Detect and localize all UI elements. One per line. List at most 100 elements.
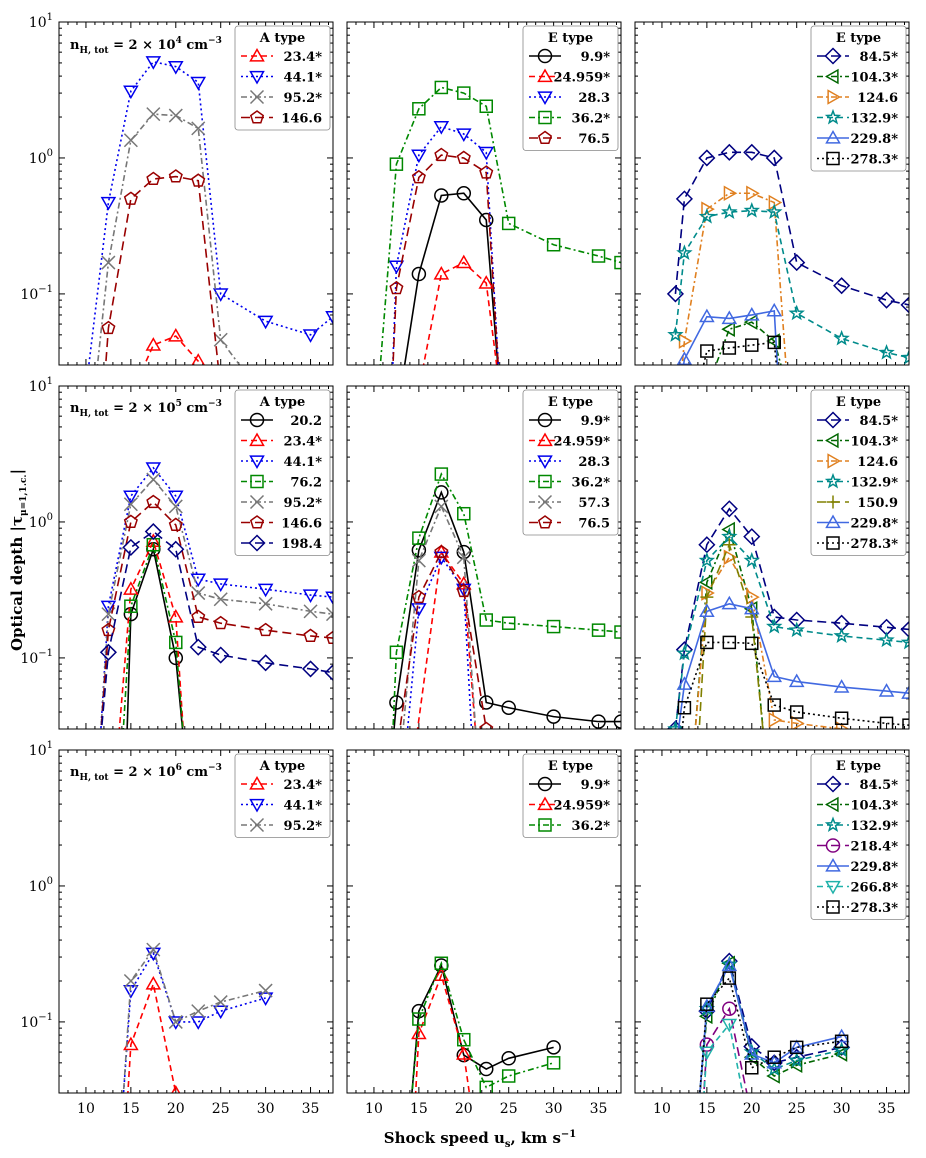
series-146-6-point [168, 517, 183, 531]
series-124-6-point [768, 712, 783, 728]
series-95-2-point [146, 107, 161, 122]
legend-label: 229.8* [850, 860, 898, 875]
legend-label: 76.2 [290, 476, 322, 491]
series-group [389, 467, 621, 729]
series-44-1-point [212, 1005, 229, 1020]
panel-r2-c1: 10−1 100 101 A type 20.2 23.4* 44.1* 76.2 95.2* 1… [20, 376, 334, 730]
legend-label: 104.3* [850, 435, 898, 450]
series-95-2-point [168, 499, 183, 514]
series-36-2-point [546, 237, 561, 252]
series-95-2-point [325, 607, 333, 622]
legend-marker [826, 495, 840, 509]
series-132-9-point [676, 644, 693, 661]
legend: A type 23.4* 44.1* 95.2* [234, 753, 331, 838]
series-group [88, 56, 333, 365]
series-9-9-point [591, 714, 606, 729]
legend-label: 20.2 [290, 414, 322, 429]
series-36-2-point [412, 1012, 426, 1026]
series-23-4-point [145, 337, 162, 351]
series-28-3-point [478, 146, 495, 161]
series-36-2-point [546, 1056, 561, 1070]
series-28-3-line [406, 555, 473, 729]
legend-box [810, 753, 907, 920]
legend-label: 76.5 [578, 517, 610, 532]
legend-label: 84.5* [860, 778, 899, 793]
panels-group: 10−1 100 101 A type 23.4* 44.1* 95.2* 146.6 E ty… [20, 12, 910, 1117]
legend-marker [249, 432, 265, 447]
series-229-8-point [788, 673, 805, 688]
series-76-5-point [479, 165, 494, 179]
x-tick-label: 20 [167, 1101, 185, 1117]
legend-label: 104.3* [850, 799, 898, 814]
series-95-2-point [213, 332, 228, 347]
series-24-959-point [455, 575, 472, 590]
series-95-2-point [213, 995, 228, 1010]
series-44-1-point [257, 315, 274, 330]
legend-label: 44.1* [284, 455, 323, 470]
series-76-2-line [122, 541, 184, 729]
series-44-1-point [145, 56, 162, 70]
series-95-2-point [191, 121, 206, 136]
y-axis-label: Optical depth |τμ=1,1.c.| [8, 469, 29, 651]
series-44-1-point [325, 311, 333, 325]
series-84-5-point [788, 254, 806, 272]
series-76-2-point [124, 599, 138, 613]
series-132-9-line [699, 962, 842, 1093]
legend-marker [249, 89, 265, 105]
series-146-6-point [325, 630, 333, 645]
series-84-5-point [720, 500, 738, 518]
legend: E type 84.5* 104.3* 124.6 132.9* 150.9 229.8* 2… [810, 389, 907, 556]
legend-label: 266.8* [850, 881, 898, 896]
legend-label: 76.5 [578, 132, 610, 147]
series-36-2-point [412, 102, 426, 116]
series-23-4-point [123, 1036, 139, 1051]
series-278-3-point [834, 711, 849, 725]
series-76-5-point [411, 169, 426, 184]
series-95-2-point [123, 497, 138, 512]
series-198-4-line [100, 530, 333, 729]
plot-frame [346, 385, 622, 730]
series-132-9-point [833, 329, 850, 346]
legend-marker [537, 455, 553, 470]
series-44-1-point [145, 462, 162, 476]
series-24-959-line [422, 261, 498, 365]
series-278-3-point [834, 1034, 849, 1049]
series-104-3-point [721, 321, 735, 338]
series-278-3-point [789, 705, 804, 719]
series-146-6-point [303, 628, 318, 642]
series-9-9-point [546, 1040, 561, 1055]
x-tick-label: 30 [833, 1101, 851, 1117]
legend-label: 36.2* [572, 476, 611, 491]
legend-title: E type [836, 395, 881, 410]
legend-box [522, 753, 619, 838]
legend-label: 95.2* [284, 91, 323, 106]
legend-label: 198.4 [281, 537, 322, 552]
series-104-3-line [699, 960, 842, 1093]
x-tick-label: 15 [122, 1101, 140, 1117]
series-146-6-point [146, 494, 161, 509]
series-23-4-point [171, 1084, 181, 1093]
series-95-2-point [123, 973, 138, 989]
legend-marker [826, 900, 840, 914]
density-label-row-3: nH, tot = 2 × 106 cm−3 [70, 763, 222, 783]
panel-r2-c2: E type 9.9* 24.959* 28.3 36.2* 57.3 76.5 [346, 385, 622, 730]
legend-label: 229.8* [850, 132, 898, 147]
series-132-9-point [878, 343, 895, 360]
series-278-3-point [902, 718, 909, 729]
legend-label: 28.3 [578, 91, 610, 106]
legend-label: 218.4* [850, 840, 898, 855]
legend-label: 132.9* [850, 112, 898, 127]
legend-label: 36.2* [572, 112, 611, 127]
series-57-3-point [411, 553, 426, 568]
series-76-5-point [434, 147, 449, 162]
series-group [379, 80, 621, 365]
plot-frame [58, 749, 334, 1094]
x-tick-label: 25 [500, 1101, 518, 1117]
plot-frame [634, 749, 910, 1094]
legend-marker [825, 880, 841, 895]
legend-marker [825, 857, 841, 872]
series-36-2-line [379, 86, 621, 365]
series-9-9-line [393, 490, 621, 729]
legend-marker [824, 411, 842, 429]
series-group [698, 952, 851, 1093]
